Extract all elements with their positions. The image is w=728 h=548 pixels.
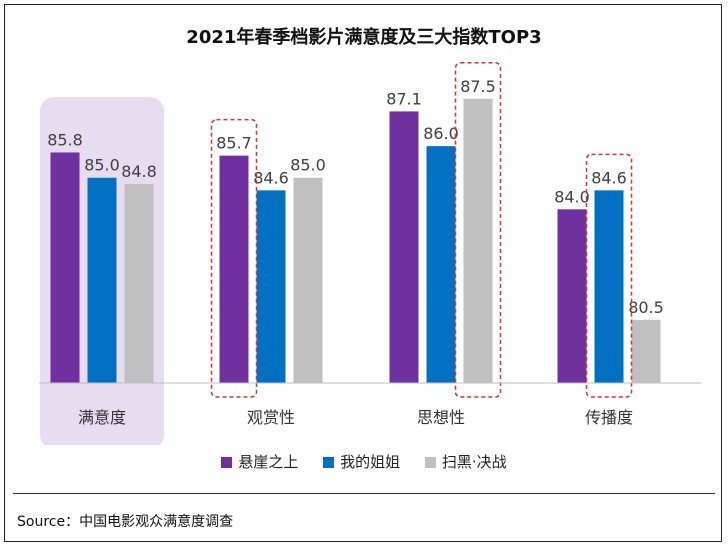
category-label: 传播度	[585, 408, 633, 427]
bar-value-label: 87.5	[460, 77, 496, 96]
bar-3-2	[631, 319, 661, 383]
bar-value-label: 84.6	[253, 168, 289, 187]
bar-value-label: 84.6	[591, 168, 627, 187]
legend-swatch-series-0	[221, 457, 233, 468]
legend-label-series-0: 悬崖之上	[238, 453, 299, 471]
bar-value-label: 80.5	[628, 298, 664, 317]
chart-frame: 2021年春季档影片满意度及三大指数TOP3 85.8 85.0 84.8 满意度 85…	[4, 4, 722, 542]
bar-3-0	[557, 209, 587, 383]
bar-0-1	[87, 177, 117, 383]
bar-2-2	[463, 98, 493, 383]
legend-swatch-series-1	[323, 457, 335, 468]
bar-1-1	[256, 190, 286, 383]
bar-value-label: 85.7	[216, 134, 252, 153]
dashed-highlight-box	[210, 118, 258, 398]
legend-label-series-1: 我的姐姐	[340, 453, 401, 471]
bar-chart: 85.885.0 84.8满意度85.784.685.0观赏性87.186.087…	[39, 62, 701, 445]
bar-value-label: 84.0	[554, 187, 590, 206]
bar-2-0	[389, 111, 419, 383]
bar-value-label: 85.0	[84, 156, 120, 175]
chart-title: 2021年春季档影片满意度及三大指数TOP3	[186, 27, 542, 48]
source-divider	[13, 493, 715, 494]
bar-value-label: 85.0	[290, 156, 326, 175]
dashed-highlight-box	[585, 153, 633, 398]
category-label: 满意度	[78, 408, 126, 427]
bar-2-1	[426, 146, 456, 383]
legend-swatch-series-2	[424, 457, 436, 468]
bar-value-label: 87.1	[386, 89, 422, 108]
category-label: 思想性	[417, 408, 465, 427]
chart-legend: 悬崖之上 我的姐姐 扫黑·决战	[5, 451, 723, 472]
bar-0-2	[124, 184, 154, 383]
bar-value-label: 85.8	[47, 130, 83, 149]
bar-3-1	[594, 190, 624, 383]
legend-item-series-2: 扫黑·决战	[424, 451, 507, 472]
bar-1-0	[219, 155, 249, 383]
source-note: Source：中国电影观众满意度调查	[17, 514, 234, 530]
dashed-highlight-box	[454, 62, 502, 398]
bar-0-0	[50, 152, 80, 383]
bar-1-2	[293, 177, 323, 383]
legend-item-series-0: 悬崖之上	[221, 451, 298, 472]
legend-item-series-1: 我的姐姐	[323, 451, 400, 472]
bar-value-label: 86.0	[423, 124, 459, 143]
legend-label-series-2: 扫黑·决战	[441, 453, 507, 471]
category-label: 观赏性	[247, 408, 295, 427]
bar-value-label: 84.8	[121, 162, 157, 181]
